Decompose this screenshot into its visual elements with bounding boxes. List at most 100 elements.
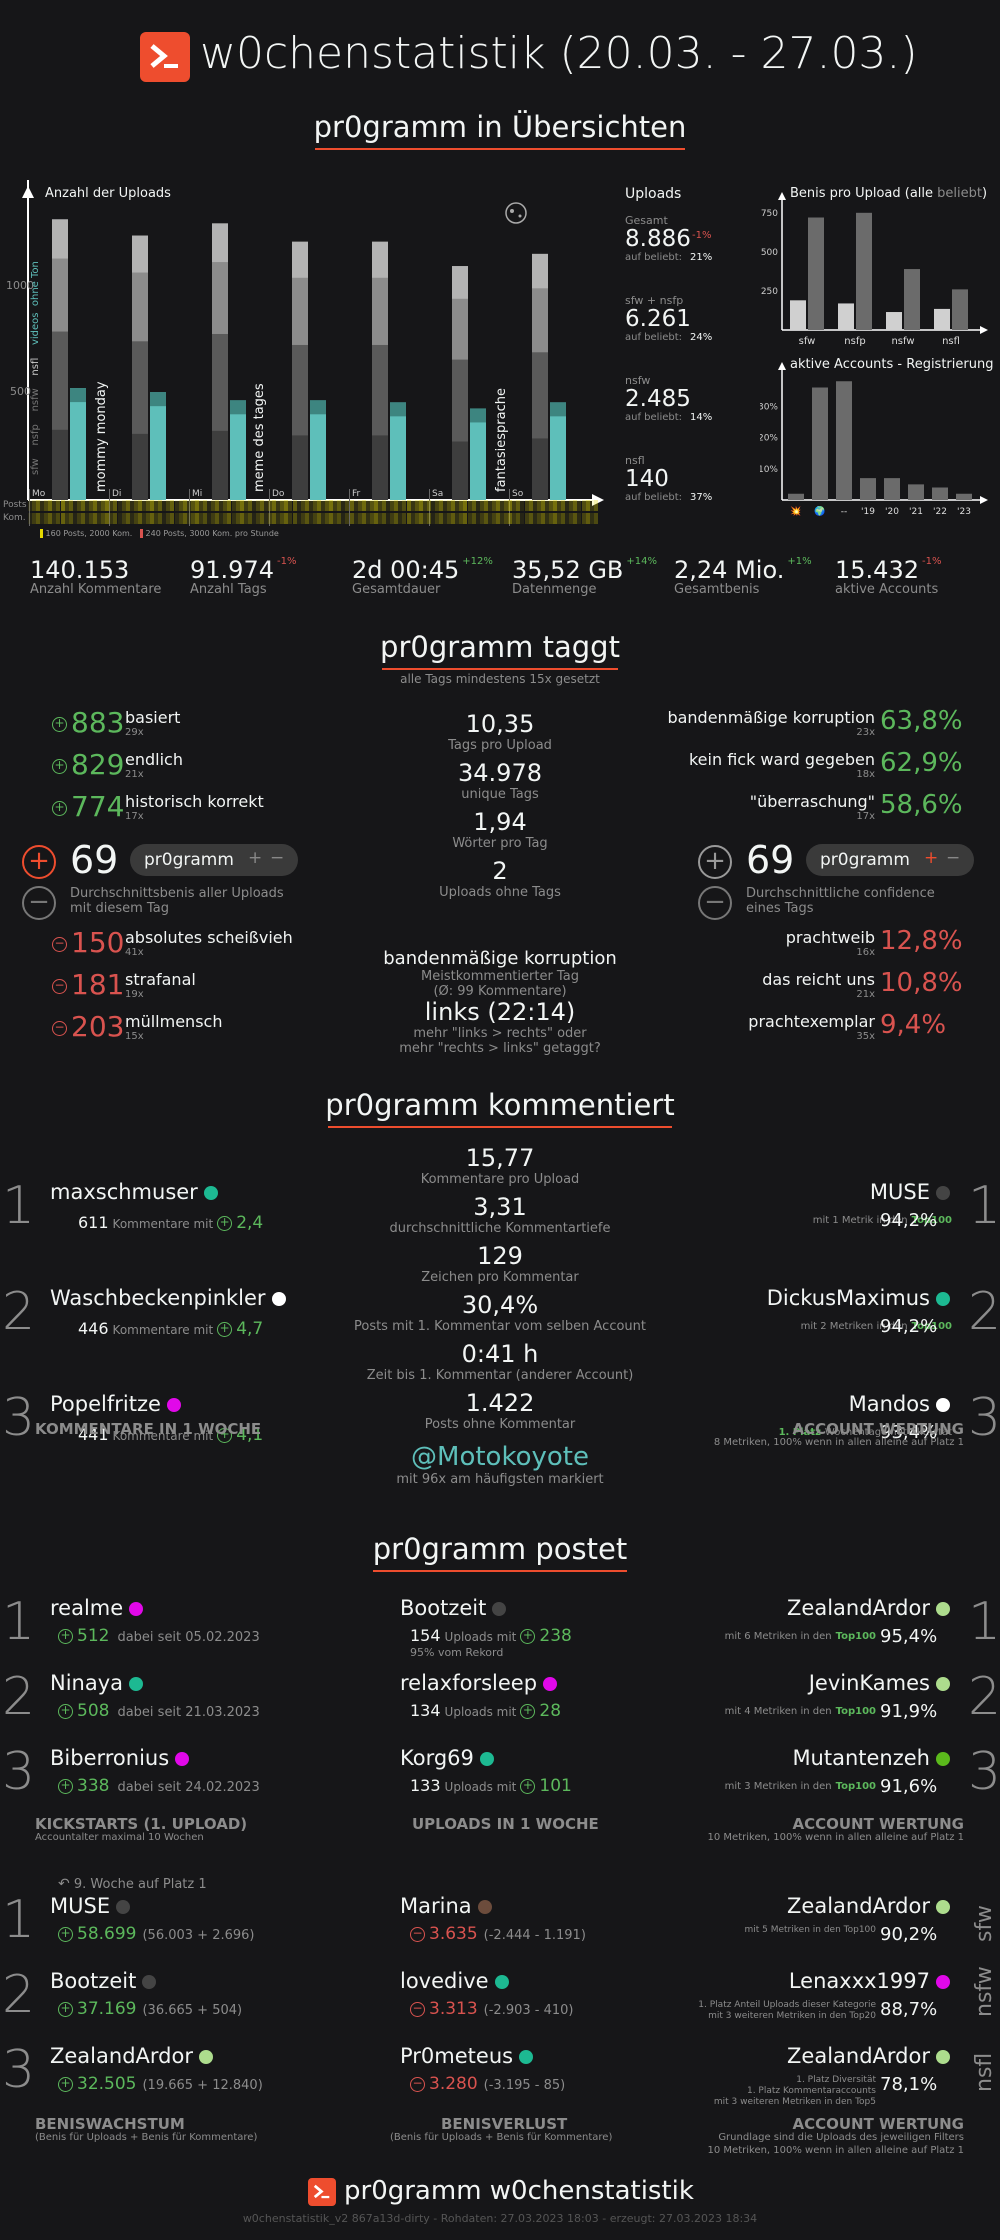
growth-user-0[interactable]: MUSE: [50, 1894, 131, 1918]
mention-value[interactable]: @Motokoyote: [411, 1442, 589, 1472]
post-rating-pct-0: 95,4%: [880, 1626, 938, 1647]
tag-minus-icon[interactable]: −: [270, 848, 285, 868]
heat-cell: [337, 513, 342, 524]
status-dot: [936, 1677, 950, 1691]
tag-pos-value-num: 883: [71, 706, 125, 739]
rating-user-2[interactable]: Mandos: [849, 1392, 950, 1416]
kick-user-2[interactable]: Biberronius: [50, 1746, 190, 1770]
rating-user-0[interactable]: MUSE: [870, 1180, 950, 1204]
uploader-0[interactable]: Bootzeit: [400, 1596, 507, 1620]
section-tags-title: pr0gramm taggt: [0, 630, 1000, 670]
post-rating-user-2[interactable]: Mutantenzeh: [792, 1746, 950, 1770]
post-rating-highlight: Top100: [835, 1631, 876, 1642]
heat-cell: [272, 513, 277, 524]
tag-minus-icon[interactable]: −: [946, 848, 961, 868]
heat-cell: [459, 500, 464, 511]
post-rating-user-1[interactable]: JevinKames: [809, 1671, 950, 1695]
heat-cell: [361, 513, 366, 524]
heat-cell: [569, 513, 574, 524]
day-divider: [109, 489, 110, 526]
rating-user-1[interactable]: DickusMaximus: [767, 1286, 950, 1310]
heat-cell: [467, 500, 472, 511]
kick-user-1[interactable]: Ninaya: [50, 1671, 144, 1695]
loss-user-name: Pr0meteus: [400, 2044, 514, 2068]
summary-beliebt-label-0: auf beliebt:: [625, 252, 683, 263]
heat-cell: [276, 513, 281, 524]
heat-cell: [52, 500, 57, 511]
cat-rating-user-0[interactable]: ZealandArdor: [787, 1894, 950, 1918]
tag-plus-icon-active[interactable]: +: [924, 848, 939, 868]
heat-cell: [280, 513, 285, 524]
uploader-text: Uploads mit: [444, 1780, 517, 1794]
heat-cell: [113, 513, 118, 524]
heat-cell: [532, 500, 537, 511]
tag-pill-right[interactable]: pr0gramm + −: [806, 844, 974, 876]
tag-stat-1: 34.978 unique Tags: [350, 759, 650, 802]
uploader-2[interactable]: Korg69: [400, 1746, 494, 1770]
heat-cell: [512, 513, 517, 524]
tag-neg-name-0: absolutes scheißvieh: [125, 928, 293, 947]
loss-user-1[interactable]: lovedive: [400, 1969, 509, 1993]
growth-user-1[interactable]: Bootzeit: [50, 1969, 157, 1993]
cat-rating-sub1-2: 1. Platz Diversität: [796, 2075, 876, 2085]
heat-cell: [259, 500, 264, 511]
growth-stats-0: +58.699 (56.003 + 2.696): [58, 1924, 255, 1944]
comment-user-name: Waschbeckenpinkler: [50, 1286, 266, 1310]
minus-circle-button[interactable]: −: [22, 886, 56, 920]
footer-meta: w0chenstatistik_v2 867a13d-dirty - Rohda…: [242, 2212, 758, 2225]
heat-cell: [378, 513, 383, 524]
loss-user-2[interactable]: Pr0meteus: [400, 2044, 534, 2068]
mention-stat[interactable]: @Motokoyote mit 96x am häufigsten markie…: [350, 1442, 650, 1487]
comment-user-0[interactable]: maxschmuser: [50, 1180, 218, 1204]
plus-circle-button[interactable]: +: [22, 845, 56, 879]
loss-stats-2: −3.280 (-3.195 - 85): [410, 2074, 565, 2094]
cat-rating-name: Lenaxxx1997: [788, 1969, 930, 1993]
plus-circle-button-right[interactable]: +: [698, 845, 732, 879]
plus-icon: +: [520, 1703, 536, 1719]
curved-arrow-icon: ↶: [58, 1876, 70, 1892]
accounts-chart: 30% 20% 10% 💥 🌍 -- '19 '20 '21 '22 '23: [760, 362, 988, 517]
heat-cell: [308, 500, 313, 511]
heat-cell: [125, 513, 130, 524]
heat-cell: [471, 513, 476, 524]
uploader-benis-value: 101: [539, 1776, 572, 1796]
heat-cell: [581, 513, 586, 524]
heat-cell: [40, 513, 45, 524]
most-commented-label2: (Ø: 99 Kommentare): [433, 984, 567, 999]
heat-cell: [373, 500, 378, 511]
cat-rating-name: ZealandArdor: [787, 2044, 930, 2068]
tag-pill-left[interactable]: pr0gramm + −: [130, 844, 298, 876]
heat-cell: [76, 513, 81, 524]
benis-ytick: 750: [761, 209, 778, 219]
growth-user-2[interactable]: ZealandArdor: [50, 2044, 213, 2068]
tag-lowconf-value-2: 9,4%: [880, 1010, 947, 1040]
growth-value-num: 58.699: [77, 1924, 137, 1944]
heat-cell: [516, 513, 521, 524]
minus-circle-button-right[interactable]: −: [698, 886, 732, 920]
heat-cell: [426, 500, 431, 511]
cat-rating-user-1[interactable]: Lenaxxx1997: [789, 1969, 950, 1993]
heat-cell: [182, 500, 187, 511]
kpi-label-1: Anzahl Tags: [190, 582, 267, 597]
tag-plus-icon[interactable]: +: [248, 848, 263, 868]
heat-cell: [255, 500, 260, 511]
heat-cell: [125, 500, 130, 511]
heat-cell: [223, 513, 228, 524]
status-dot: [936, 1975, 950, 1989]
heat-cell: [255, 513, 260, 524]
uploader-1[interactable]: relaxforsleep: [400, 1671, 558, 1695]
heat-cell: [565, 513, 570, 524]
kick-user-0[interactable]: realme: [50, 1596, 144, 1620]
post-rating-user-0[interactable]: ZealandArdor: [787, 1596, 950, 1620]
acc-bar-3: [860, 478, 876, 500]
comment-rank-0: 1: [2, 1176, 36, 1236]
comment-user-2[interactable]: Popelfritze: [50, 1392, 181, 1416]
heat-cell: [137, 513, 142, 524]
accounts-chart-title: aktive Accounts - Registrierung: [790, 357, 994, 372]
heat-cell: [500, 500, 505, 511]
loss-user-0[interactable]: Marina: [400, 1894, 492, 1918]
comment-user-1[interactable]: Waschbeckenpinkler: [50, 1286, 286, 1310]
cat-rating-user-2[interactable]: ZealandArdor: [787, 2044, 950, 2068]
heat-cell: [36, 513, 41, 524]
heat-cell: [369, 500, 374, 511]
